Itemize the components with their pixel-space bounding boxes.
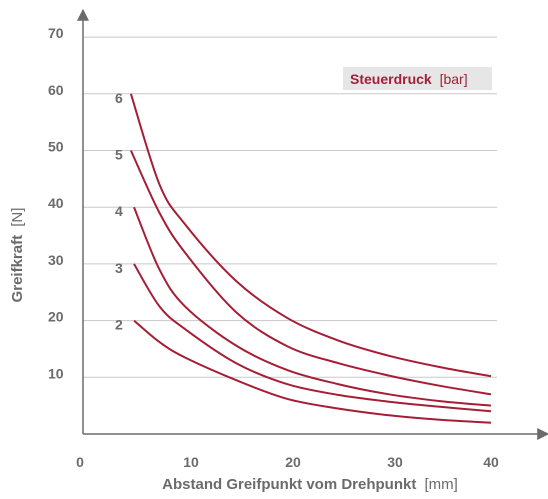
y-tick-label: 40 xyxy=(48,195,64,211)
curve-3-bar xyxy=(133,263,492,413)
y-tick-label: 30 xyxy=(48,252,64,268)
curve-label-6: 6 xyxy=(115,90,123,106)
x-tick-label: 20 xyxy=(285,454,301,470)
y-tick-label: 20 xyxy=(48,309,64,325)
x-tick-label: 40 xyxy=(483,454,499,470)
y-axis-title-text: Greifkraft xyxy=(9,235,26,303)
y-axis-title-unit: [N] xyxy=(9,208,26,227)
curve-label-3: 3 xyxy=(115,260,123,276)
legend-background xyxy=(343,67,492,90)
y-tick-label: 70 xyxy=(48,25,64,41)
x-tick-label: 0 xyxy=(76,454,84,470)
curve-5-bar xyxy=(129,150,492,396)
y-tick-label: 60 xyxy=(48,82,64,98)
y-axis-title: Greifkraft [N] xyxy=(9,208,26,303)
legend-title: Steuerdruck xyxy=(350,71,432,87)
x-tick-label: 30 xyxy=(387,454,403,470)
grid-lines xyxy=(83,36,497,378)
y-tick-labels: 10 20 30 40 50 60 70 xyxy=(48,25,64,381)
curves xyxy=(129,93,492,424)
x-axis-title-text: Abstand Greifpunkt vom Drehpunkt xyxy=(162,476,416,493)
legend-unit: [bar] xyxy=(440,71,468,87)
x-axis-title-unit: [mm] xyxy=(425,476,458,493)
curve-labels: 2 3 4 5 6 xyxy=(115,90,123,333)
y-tick-label: 50 xyxy=(48,139,64,155)
y-tick-label: 10 xyxy=(48,365,64,381)
x-axis-title: Abstand Greifpunkt vom Drehpunkt [mm] xyxy=(162,476,458,493)
x-tick-labels: 0 10 20 30 40 xyxy=(76,454,499,470)
curve-2-bar xyxy=(133,319,492,424)
curve-4-bar xyxy=(133,206,492,407)
x-tick-label: 10 xyxy=(183,454,199,470)
curve-6-bar xyxy=(129,93,492,378)
svg-text:Steuerdruck [bar]: Steuerdruck [bar] xyxy=(350,71,468,87)
curve-label-4: 4 xyxy=(115,203,123,219)
curve-label-2: 2 xyxy=(115,317,123,333)
legend: Steuerdruck [bar] xyxy=(343,67,492,90)
curve-label-5: 5 xyxy=(115,147,123,163)
